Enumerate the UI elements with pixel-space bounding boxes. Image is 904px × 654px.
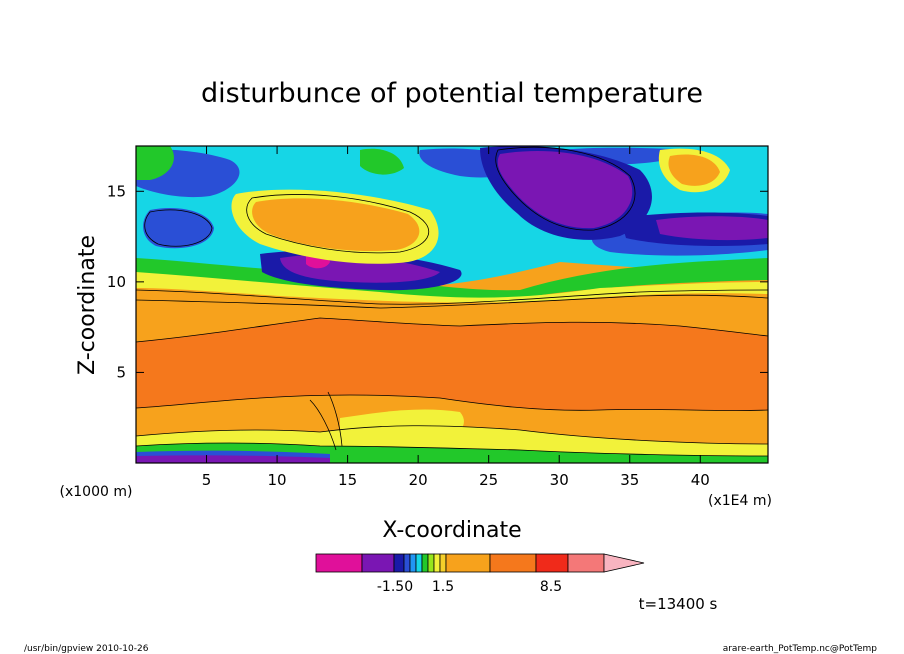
x-tick-label: 35 xyxy=(620,471,639,489)
x-tick-label: 40 xyxy=(691,471,710,489)
upper-layer-yellow xyxy=(136,272,768,303)
mid-green-streak xyxy=(136,146,404,180)
x-tick-label: 10 xyxy=(268,471,287,489)
x-axis-label: X-coordinate xyxy=(382,518,521,543)
colorbar-segment xyxy=(567,553,605,573)
colorbar-segment xyxy=(421,553,429,573)
low-yellow-hatching xyxy=(340,409,464,441)
colorbar-segment xyxy=(439,553,447,573)
colorbar-segment xyxy=(489,553,537,573)
y-tick-label: 10 xyxy=(107,273,126,291)
plot-frame xyxy=(135,145,769,464)
mid-dark-orange-layer xyxy=(136,318,768,411)
x-tick-label: 25 xyxy=(479,471,498,489)
low-violet-band xyxy=(136,455,330,463)
y-axis: 5 10 15 xyxy=(107,182,768,381)
time-label: t=13400 s xyxy=(639,595,718,613)
upper-navy-core xyxy=(260,146,768,291)
colorbar-arrow xyxy=(603,553,645,573)
colorbar-segment xyxy=(427,553,435,573)
colorbar-label: 8.5 xyxy=(540,579,562,595)
colorbar-segment xyxy=(393,553,405,573)
colorbar-segment xyxy=(415,553,423,573)
contour-lines xyxy=(136,146,768,457)
upper-right-warm-blob-inner xyxy=(668,154,720,186)
colorbar-segment xyxy=(403,553,411,573)
x-tick-label: 5 xyxy=(202,471,212,489)
colorbar xyxy=(315,553,645,573)
colorbar-label: 1.5 xyxy=(432,579,454,595)
y-tick-label: 5 xyxy=(116,363,126,381)
y-tick-label: 15 xyxy=(107,182,126,200)
x-axis: 5 10 15 20 25 30 35 40 xyxy=(202,146,710,489)
colorbar-segment xyxy=(409,553,417,573)
x-tick-label: 15 xyxy=(338,471,357,489)
colorbar-labels: -1.50 1.5 8.5 xyxy=(377,579,562,595)
colorbar-label: -1.50 xyxy=(377,579,413,595)
upper-orange-patch-inner xyxy=(252,198,420,252)
colorbar-segment xyxy=(445,553,491,573)
x-tick-label: 30 xyxy=(550,471,569,489)
footer-right: arare-earth_PotTemp.nc@PotTemp xyxy=(723,644,878,654)
contour-field xyxy=(136,146,768,463)
x-unit-left: (x1000 m) xyxy=(60,484,133,500)
chart-title: disturbunce of potential temperature xyxy=(201,78,703,109)
x-tick-label: 20 xyxy=(409,471,428,489)
y-axis-label: Z-coordinate xyxy=(75,235,100,375)
colorbar-segment xyxy=(361,553,395,573)
x-unit-right: (x1E4 m) xyxy=(708,493,772,509)
colorbar-segment xyxy=(535,553,569,573)
colorbar-segment xyxy=(315,553,363,573)
footer-left: /usr/bin/gpview 2010-10-26 xyxy=(24,644,149,654)
upper-violet-core xyxy=(280,150,768,283)
colorbar-segment xyxy=(433,553,441,573)
